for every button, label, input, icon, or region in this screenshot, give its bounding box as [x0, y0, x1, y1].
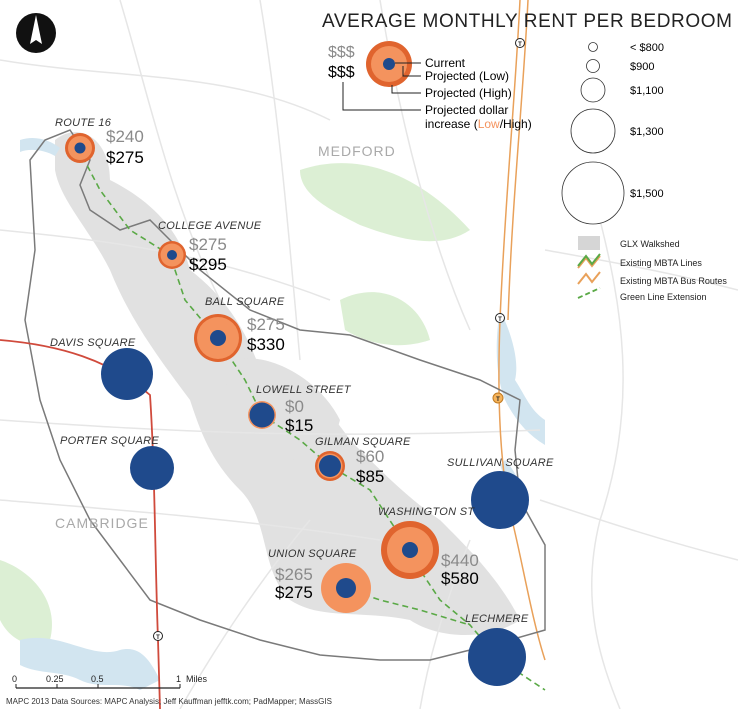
high-increase: $85	[356, 467, 384, 486]
size-legend-label: $1,100	[630, 85, 664, 97]
green-line-union-branch	[344, 587, 471, 626]
key-projected-high: Projected (High)	[425, 86, 512, 100]
station-union-square: UNION SQUARE $265 $275	[268, 548, 371, 613]
t-marker: T	[515, 38, 525, 48]
station-college-avenue: COLLEGE AVENUE $275 $295	[158, 220, 262, 274]
station-davis-square: DAVIS SQUARE	[50, 337, 153, 400]
station-route-16: ROUTE 16 $240 $275	[55, 117, 144, 167]
key-dollar-line1: Projected dollar	[425, 103, 508, 117]
layers-legend	[577, 236, 601, 299]
svg-text:T: T	[498, 317, 502, 323]
station-porter-square: PORTER SQUARE	[60, 435, 174, 490]
high-increase: $330	[247, 335, 285, 354]
station-label: COLLEGE AVENUE	[158, 220, 262, 232]
high-increase: $580	[441, 569, 479, 588]
municipal-boundary	[24, 129, 546, 661]
station-label: PORTER SQUARE	[60, 435, 159, 447]
symbol-key: $$$ $$$ Current Projected (Low) Projecte…	[328, 41, 532, 131]
bus-routes-swatch	[577, 271, 601, 285]
svg-text:T: T	[156, 635, 160, 641]
low-increase: $275	[189, 235, 227, 254]
low-increase: $60	[356, 447, 384, 466]
glx-swatch	[577, 287, 601, 299]
layers-legend-label: Existing MBTA Bus Routes	[620, 276, 727, 286]
svg-text:T: T	[518, 42, 522, 48]
key-current: Current	[425, 56, 466, 70]
key-high-symbol: $$$	[328, 64, 355, 81]
station-washington-st: WASHINGTON ST $440 $580	[378, 506, 479, 588]
low-increase: $240	[106, 127, 144, 146]
key-projected-low: Projected (Low)	[425, 69, 509, 83]
t-marker: T	[495, 313, 505, 323]
station-label: LECHMERE	[465, 613, 529, 625]
credits: MAPC 2013 Data Sources: MAPC Analysis; J…	[6, 697, 332, 706]
low-increase: $0	[285, 397, 304, 416]
station-label: GILMAN SQUARE	[315, 436, 411, 448]
layers-legend-label: GLX Walkshed	[620, 239, 680, 249]
station-gilman-square: GILMAN SQUARE $60 $85	[315, 436, 411, 486]
size-legend-label: $1,500	[630, 188, 664, 200]
size-legend-label: $900	[630, 61, 654, 73]
station-label: UNION SQUARE	[268, 548, 357, 560]
key-dollar-line2: increase (Low/High)	[425, 117, 532, 131]
station-label: ROUTE 16	[55, 117, 112, 129]
map-title: AVERAGE MONTHLY RENT PER BEDROOM	[322, 11, 733, 32]
station-label: BALL SQUARE	[205, 296, 285, 308]
mbta-red-line	[0, 339, 161, 710]
layers-legend-label: Existing MBTA Lines	[620, 258, 702, 268]
station-label: WASHINGTON ST	[378, 506, 475, 518]
place-label-cambridge: CAMBRIDGE	[55, 515, 149, 531]
high-increase: $15	[285, 416, 313, 435]
svg-text:T: T	[496, 397, 500, 403]
size-legend	[561, 42, 625, 225]
scale-unit: Miles	[186, 674, 208, 684]
size-legend-label: < $800	[630, 42, 664, 54]
size-legend-label: $1,300	[630, 126, 664, 138]
station-lechmere: LECHMERE	[465, 613, 529, 686]
station-label: LOWELL STREET	[256, 384, 352, 396]
station-sullivan-square: SULLIVAN SQUARE	[447, 457, 554, 529]
parks	[0, 163, 470, 644]
scale-tick-label: 0.25	[46, 674, 64, 684]
transit-markers: T T T T	[153, 38, 525, 641]
t-marker-orange: T	[492, 392, 504, 404]
scale-tick-label: 0.5	[91, 674, 104, 684]
station-label: DAVIS SQUARE	[50, 337, 136, 349]
scale-tick-label: 0	[12, 674, 17, 684]
low-increase: $265	[275, 565, 313, 584]
walkshed-swatch	[578, 236, 600, 250]
station-ball-square: BALL SQUARE $275 $330	[194, 296, 285, 362]
low-increase: $275	[247, 315, 285, 334]
north-arrow-icon	[16, 13, 56, 53]
high-increase: $295	[189, 255, 227, 274]
high-increase: $275	[106, 148, 144, 167]
t-marker: T	[153, 631, 163, 641]
low-increase: $440	[441, 551, 479, 570]
place-label-medford: MEDFORD	[318, 143, 396, 159]
station-label: SULLIVAN SQUARE	[447, 457, 554, 469]
scale-bar: 0 0.25 0.5 1 Miles	[12, 674, 208, 689]
key-low-symbol: $$$	[328, 44, 355, 61]
station-lowell-street: LOWELL STREET $0 $15	[248, 384, 352, 435]
layers-legend-label: Green Line Extension	[620, 292, 707, 302]
mbta-lines-swatch	[577, 255, 601, 269]
scale-tick-label: 1	[176, 674, 181, 684]
high-increase: $275	[275, 583, 313, 602]
